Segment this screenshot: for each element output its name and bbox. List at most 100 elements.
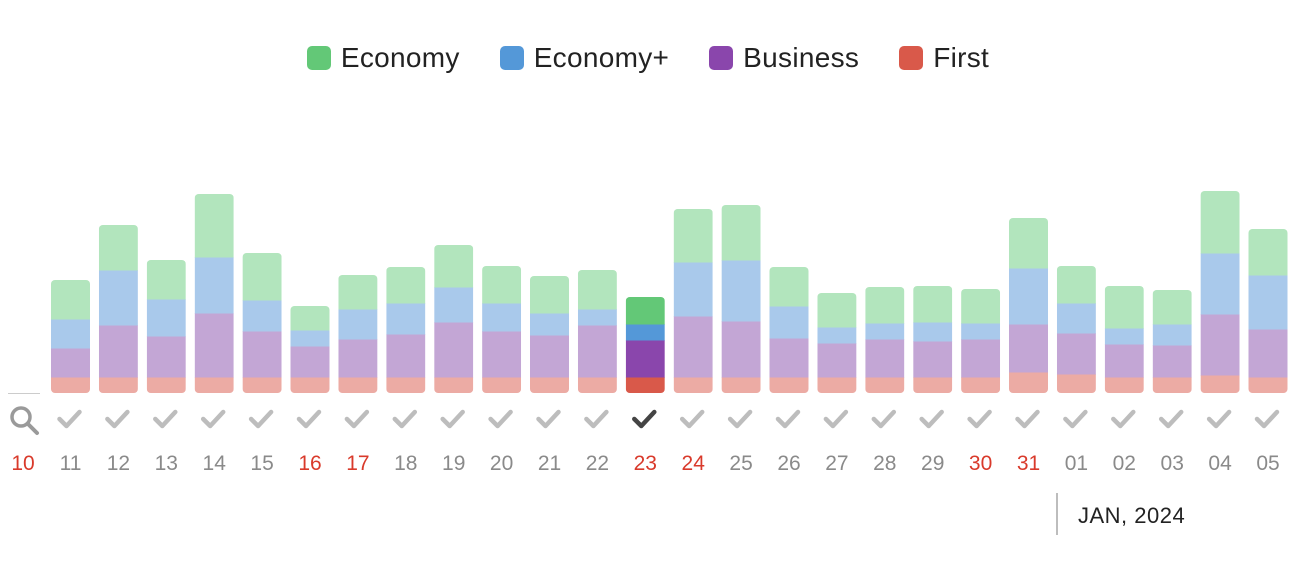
tick-label-30[interactable]: 30 bbox=[969, 452, 992, 475]
check-icon[interactable] bbox=[919, 409, 944, 429]
bar-23[interactable] bbox=[625, 297, 665, 394]
bar-segment-economy bbox=[434, 245, 474, 288]
check-icon[interactable] bbox=[200, 409, 226, 429]
check-icon[interactable] bbox=[967, 409, 992, 429]
check-icon[interactable] bbox=[679, 409, 705, 429]
tick-label-18[interactable]: 18 bbox=[394, 452, 417, 475]
bar-segment-economy bbox=[865, 287, 905, 324]
bar-13[interactable] bbox=[146, 260, 186, 394]
bar-05[interactable] bbox=[1248, 229, 1288, 394]
check-icon[interactable] bbox=[296, 409, 322, 429]
bar-14[interactable] bbox=[194, 194, 234, 394]
tick-label-21[interactable]: 21 bbox=[538, 452, 561, 475]
tick-label-24[interactable]: 24 bbox=[682, 452, 706, 475]
bar-22[interactable] bbox=[577, 270, 617, 394]
bar-segment-economy-plus bbox=[242, 300, 282, 332]
legend-item-business[interactable]: Business bbox=[709, 42, 859, 74]
check-icon[interactable] bbox=[823, 409, 849, 429]
check-icon[interactable] bbox=[1111, 409, 1136, 429]
bar-18[interactable] bbox=[386, 267, 426, 394]
bar-12[interactable] bbox=[98, 225, 138, 394]
bar-17[interactable] bbox=[338, 275, 378, 394]
check-icon[interactable] bbox=[584, 409, 609, 429]
tick-label-05[interactable]: 05 bbox=[1256, 452, 1279, 475]
tick-label-29[interactable]: 29 bbox=[921, 452, 944, 475]
bar-02[interactable] bbox=[1104, 286, 1144, 394]
bar-31[interactable] bbox=[1009, 218, 1048, 394]
tick-label-02[interactable]: 02 bbox=[1113, 452, 1136, 475]
bar-21[interactable] bbox=[530, 276, 569, 394]
tick-label-26[interactable]: 26 bbox=[777, 452, 800, 475]
check-icon[interactable] bbox=[1254, 409, 1280, 429]
tick-label-25[interactable]: 25 bbox=[729, 452, 752, 475]
bar-11[interactable] bbox=[51, 280, 90, 394]
check-icon[interactable] bbox=[153, 409, 178, 429]
check-icon[interactable] bbox=[488, 409, 513, 429]
tick-label-17[interactable]: 17 bbox=[346, 452, 369, 475]
bar-24[interactable] bbox=[673, 209, 713, 394]
bar-27[interactable] bbox=[817, 293, 857, 394]
bar-segment-economy bbox=[1200, 191, 1240, 254]
bar-26[interactable] bbox=[769, 267, 809, 394]
bar-30[interactable] bbox=[961, 289, 1001, 394]
tick-label-10[interactable]: 10 bbox=[11, 452, 34, 475]
check-icon[interactable] bbox=[1158, 409, 1184, 429]
check-icon[interactable] bbox=[105, 409, 130, 429]
bar-29[interactable] bbox=[913, 286, 953, 394]
check-icon[interactable] bbox=[775, 409, 801, 429]
legend-item-economy[interactable]: Economy bbox=[306, 42, 460, 74]
check-icon[interactable] bbox=[1206, 409, 1232, 429]
tick-label-19[interactable]: 19 bbox=[442, 452, 465, 475]
tick-label-01[interactable]: 01 bbox=[1065, 452, 1088, 475]
check-icon[interactable] bbox=[440, 409, 465, 429]
bar-segment-first bbox=[1200, 375, 1240, 393]
legend-item-economy-plus[interactable]: Economy+ bbox=[499, 42, 669, 74]
bar-segment-economy-plus bbox=[386, 303, 426, 335]
legend-swatch bbox=[709, 46, 734, 70]
check-icon[interactable] bbox=[727, 409, 753, 429]
bar-segment-first bbox=[673, 377, 713, 393]
tick-label-12[interactable]: 12 bbox=[107, 452, 130, 475]
tick-label-04[interactable]: 04 bbox=[1208, 452, 1232, 475]
tick-label-31[interactable]: 31 bbox=[1017, 452, 1040, 475]
check-icon[interactable] bbox=[1015, 409, 1040, 429]
bar-segment-first bbox=[961, 377, 1001, 393]
tick-label-23[interactable]: 23 bbox=[634, 452, 657, 475]
search-icon[interactable] bbox=[8, 404, 40, 436]
bar-25[interactable] bbox=[721, 205, 761, 394]
tick-label-03[interactable]: 03 bbox=[1161, 452, 1184, 475]
bar-segment-business bbox=[434, 322, 474, 378]
tick-label-22[interactable]: 22 bbox=[586, 452, 609, 475]
tick-label-16[interactable]: 16 bbox=[298, 452, 321, 475]
bar-19[interactable] bbox=[434, 245, 474, 394]
bar-03[interactable] bbox=[1152, 290, 1192, 394]
check-icon[interactable] bbox=[392, 409, 418, 429]
check-icon[interactable] bbox=[871, 409, 897, 429]
bar-segment-business bbox=[961, 339, 1001, 378]
check-icon[interactable] bbox=[248, 409, 274, 429]
check-icon[interactable] bbox=[1063, 409, 1088, 429]
legend-item-first[interactable]: First bbox=[899, 42, 989, 74]
bar-segment-economy bbox=[1104, 286, 1144, 329]
bar-04[interactable] bbox=[1200, 191, 1240, 394]
check-icon[interactable] bbox=[536, 409, 561, 429]
tick-label-20[interactable]: 20 bbox=[490, 452, 513, 475]
bar-segment-first bbox=[721, 377, 761, 393]
bar-15[interactable] bbox=[242, 253, 282, 394]
bar-16[interactable] bbox=[290, 306, 330, 394]
tick-label-14[interactable]: 14 bbox=[203, 452, 227, 475]
check-icon[interactable] bbox=[57, 409, 82, 429]
tick-label-15[interactable]: 15 bbox=[250, 452, 273, 475]
month-label: JAN, 2024 bbox=[1078, 503, 1186, 528]
bar-segment-economy-plus bbox=[530, 313, 569, 336]
tick-label-11[interactable]: 11 bbox=[60, 452, 82, 475]
tick-label-27[interactable]: 27 bbox=[825, 452, 848, 475]
bar-01[interactable] bbox=[1056, 266, 1096, 394]
check-icon[interactable] bbox=[632, 409, 657, 429]
bar-20[interactable] bbox=[482, 266, 522, 394]
tick-label-28[interactable]: 28 bbox=[873, 452, 896, 475]
bar-segment-first bbox=[194, 377, 234, 393]
check-icon[interactable] bbox=[344, 409, 370, 429]
tick-label-13[interactable]: 13 bbox=[155, 452, 178, 475]
bar-28[interactable] bbox=[865, 287, 905, 394]
